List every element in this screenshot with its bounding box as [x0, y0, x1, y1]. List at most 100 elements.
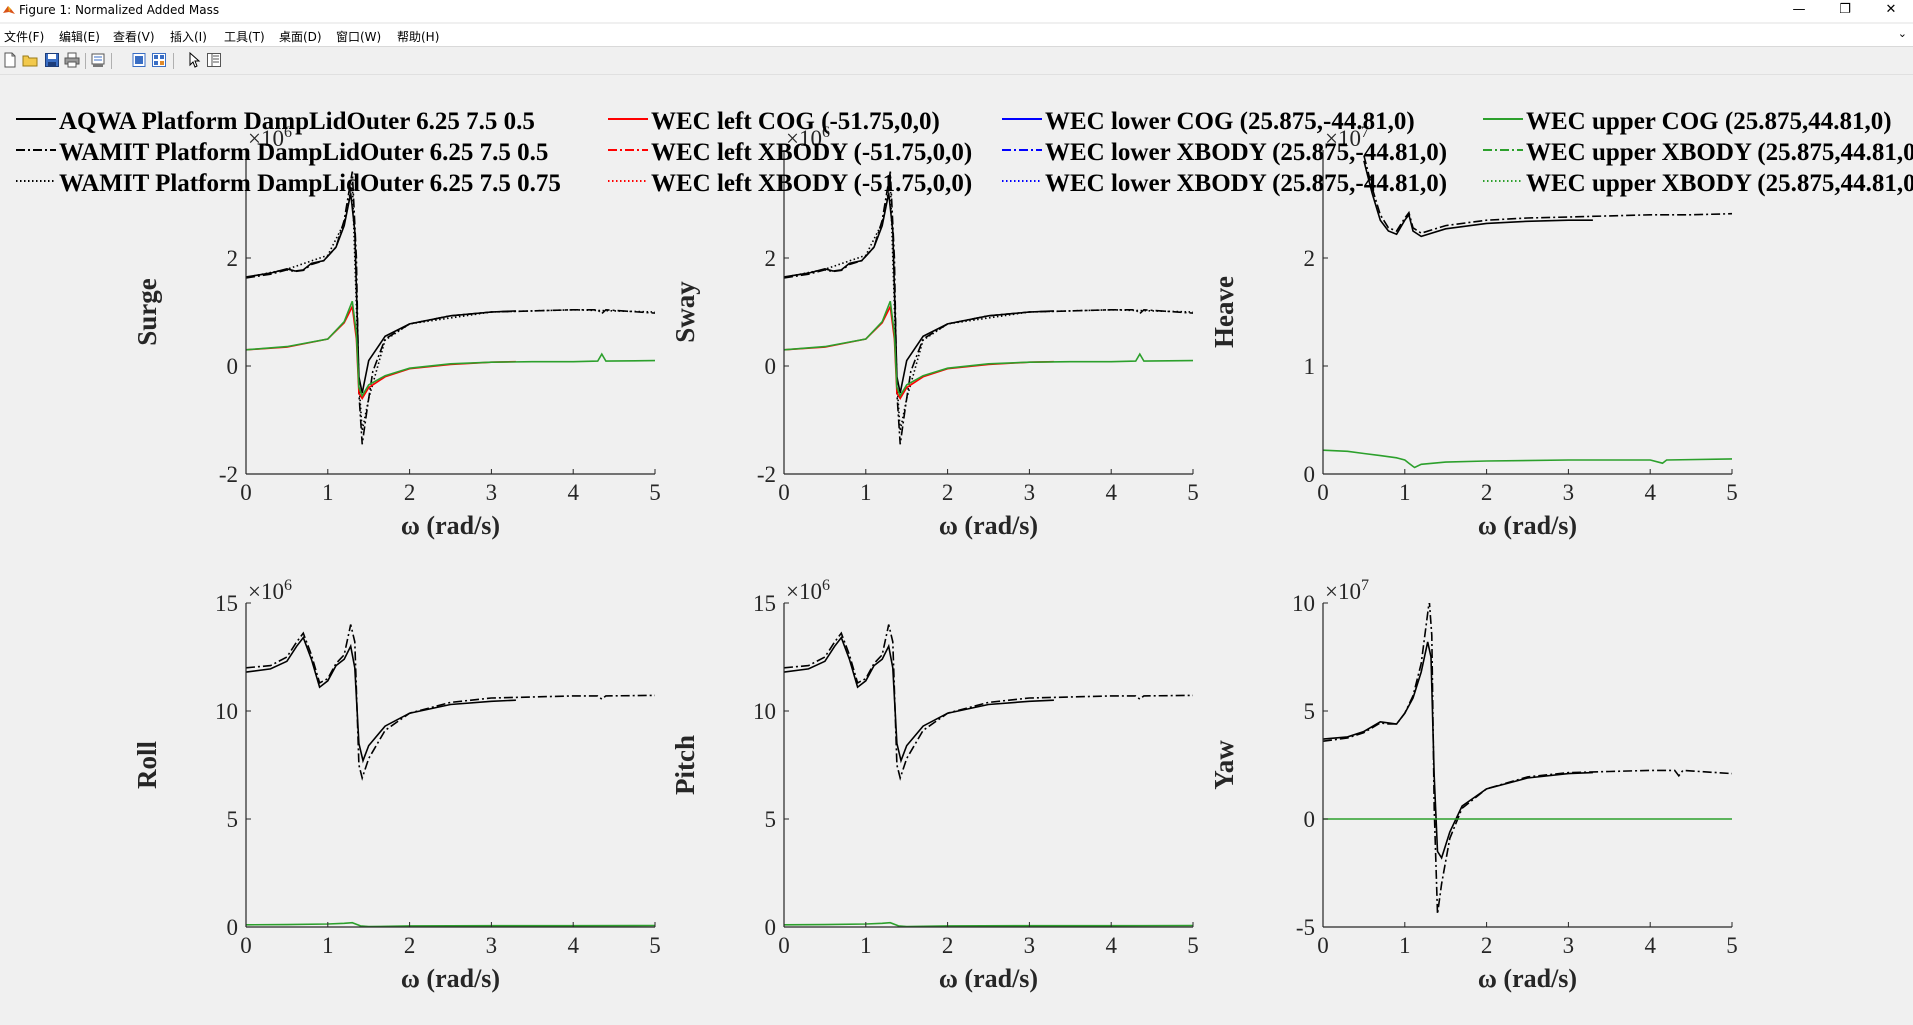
title-bar: Figure 1: Normalized Added Mass — ❐ ✕	[0, 0, 1913, 22]
legend: AQWA Platform DampLidOuter 6.25 7.5 0.5 W…	[16, 108, 1913, 197]
insert-colorbar-icon[interactable]	[151, 52, 167, 68]
axis-exponent: ×107	[1325, 124, 1369, 151]
toolbar-separator	[111, 53, 112, 69]
x-tick-label: 5	[649, 933, 661, 958]
subplot-pitch[interactable]: 0 1 2 3 4 5 0 5 10 15 ×106 ω (rad/s) Pitch	[670, 577, 1199, 993]
y-tick-label: 2	[765, 246, 777, 271]
open-file-icon[interactable]	[22, 52, 38, 68]
series-line	[784, 300, 1193, 398]
x-tick-label: 0	[240, 480, 252, 505]
y-tick-label: 15	[215, 591, 238, 616]
x-tick-label: 3	[486, 480, 498, 505]
x-tick-label: 4	[1644, 933, 1656, 958]
series-line	[246, 303, 516, 400]
x-tick-label: 3	[1024, 480, 1036, 505]
legend-entry[interactable]: WEC upper COG (25.875,44.81,0)	[1483, 108, 1892, 135]
subplot-roll[interactable]: 0 1 2 3 4 5 0 5 10 15 ×106 ω (rad/s) Roll	[132, 577, 661, 993]
legend-entry[interactable]: WEC left XBODY (-51.75,0,0)	[608, 170, 972, 197]
x-tick-label: 4	[1105, 480, 1117, 505]
y-tick-label: 10	[1292, 591, 1315, 616]
menu-file[interactable]: 文件(F)	[4, 30, 45, 44]
legend-entry[interactable]: WEC left COG (-51.75,0,0)	[608, 108, 940, 135]
menu-tools[interactable]: 工具(T)	[224, 30, 265, 44]
new-figure-icon[interactable]	[2, 52, 18, 68]
y-tick-label: 10	[215, 699, 238, 724]
y-axis-label: Surge	[132, 278, 162, 346]
x-tick-label: 1	[1399, 933, 1411, 958]
legend-entry[interactable]: WEC left XBODY (-51.75,0,0)	[608, 139, 972, 166]
menu-insert[interactable]: 插入(I)	[170, 30, 207, 44]
x-tick-label: 5	[649, 480, 661, 505]
property-editor-icon[interactable]	[206, 52, 222, 68]
x-tick-label: 5	[1187, 480, 1199, 505]
legend-entry[interactable]: WAMIT Platform DampLidOuter 6.25 7.5 0.5	[16, 139, 548, 166]
menu-window[interactable]: 窗口(W)	[336, 30, 382, 44]
series-line	[246, 624, 655, 781]
x-axis-label: ω (rad/s)	[401, 511, 500, 540]
menu-edit[interactable]: 编辑(E)	[59, 30, 100, 44]
legend-label: WEC upper XBODY (25.875,44.81,0)	[1526, 170, 1913, 197]
legend-entry[interactable]: WEC upper XBODY (25.875,44.81,0)	[1483, 139, 1913, 166]
x-tick-label: 0	[778, 933, 790, 958]
save-icon[interactable]	[44, 52, 60, 68]
minimize-button[interactable]: —	[1792, 2, 1806, 17]
legend-entry[interactable]: AQWA Platform DampLidOuter 6.25 7.5 0.5	[16, 108, 535, 135]
figure-toolbar	[0, 48, 1913, 75]
series-line	[784, 182, 1193, 431]
legend-entry[interactable]: WEC lower COG (25.875,-44.81,0)	[1002, 108, 1415, 135]
legend-label: WEC left XBODY (-51.75,0,0)	[651, 170, 972, 197]
series-line	[1323, 603, 1732, 915]
series-line	[246, 171, 655, 445]
x-tick-label: 1	[860, 480, 872, 505]
legend-label: WEC lower XBODY (25.875,-44.81,0)	[1045, 139, 1447, 166]
y-tick-label: 0	[227, 354, 239, 379]
series-line	[1323, 449, 1732, 469]
x-tick-label: 1	[860, 933, 872, 958]
maximize-button[interactable]: ❐	[1839, 2, 1851, 17]
y-axis-label: Pitch	[670, 735, 700, 795]
print-icon[interactable]	[64, 52, 80, 68]
x-tick-label: 2	[942, 933, 954, 958]
close-button[interactable]: ✕	[1885, 2, 1897, 17]
x-tick-label: 3	[1563, 480, 1575, 505]
menu-overflow-icon[interactable]: ⌄	[1897, 28, 1907, 40]
toolbar-separator	[173, 53, 174, 69]
menu-view[interactable]: 查看(V)	[113, 30, 155, 44]
legend-entry[interactable]: WAMIT Platform DampLidOuter 6.25 7.5 0.7…	[16, 170, 561, 197]
axis-exponent: ×106	[786, 124, 830, 151]
y-tick-label: 2	[227, 246, 239, 271]
x-tick-label: 0	[778, 480, 790, 505]
y-tick-label: -2	[219, 462, 238, 487]
link-plot-icon[interactable]	[131, 52, 147, 68]
y-axis-label: Sway	[670, 281, 700, 343]
x-tick-label: 2	[404, 933, 416, 958]
x-tick-label: 2	[404, 480, 416, 505]
x-tick-label: 5	[1726, 480, 1738, 505]
pointer-icon[interactable]	[186, 52, 202, 68]
print-preview-icon[interactable]	[90, 52, 106, 68]
menu-bar: 文件(F) 编辑(E) 查看(V) 插入(I) 工具(T) 桌面(D) 窗口(W…	[0, 24, 1913, 47]
subplot-heave[interactable]: 0 1 2 3 4 5 0 1 2 ×107 ω (rad/s) Heave	[1209, 124, 1738, 540]
y-tick-label: 0	[227, 915, 239, 940]
x-tick-label: 1	[322, 480, 334, 505]
menu-help[interactable]: 帮助(H)	[397, 30, 440, 44]
y-tick-label: 10	[753, 699, 776, 724]
axis-exponent: ×106	[248, 124, 292, 151]
y-tick-label: 5	[765, 807, 777, 832]
legend-entry[interactable]: WEC upper XBODY (25.875,44.81,0)	[1483, 170, 1913, 197]
x-tick-label: 5	[1187, 933, 1199, 958]
toolbar-separator	[85, 53, 86, 69]
x-tick-label: 0	[1317, 933, 1329, 958]
legend-label: WAMIT Platform DampLidOuter 6.25 7.5 0.5	[59, 139, 548, 166]
legend-label: WAMIT Platform DampLidOuter 6.25 7.5 0.7…	[59, 170, 561, 197]
series-line	[784, 303, 1054, 400]
legend-entry[interactable]: WEC lower XBODY (25.875,-44.81,0)	[1002, 139, 1447, 166]
legend-entry[interactable]: WEC lower XBODY (25.875,-44.81,0)	[1002, 170, 1447, 197]
x-tick-label: 0	[240, 933, 252, 958]
menu-desktop[interactable]: 桌面(D)	[279, 30, 322, 44]
y-axis-label: Heave	[1209, 276, 1239, 348]
